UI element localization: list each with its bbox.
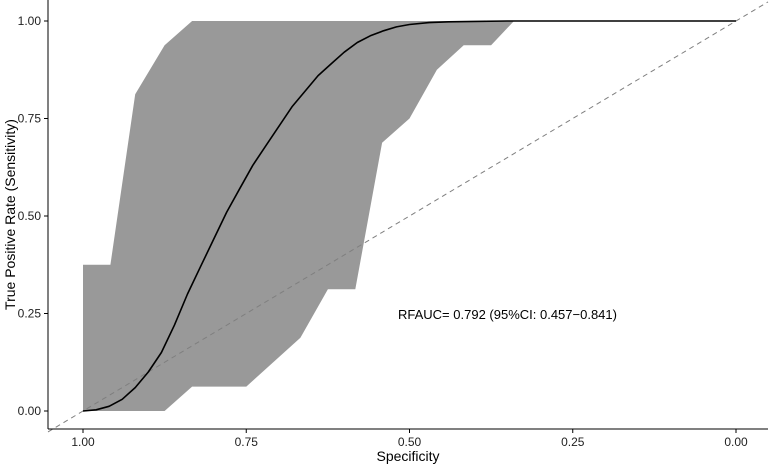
- reference-line: [47, 1, 769, 433]
- plot-area: [47, 1, 769, 433]
- y-tick-label: 0.25: [18, 307, 42, 321]
- axes: 1.00 0.75 0.50 0.25 0.00 0.00 0.25 0.50 0.75 1.00: [18, 0, 768, 449]
- y-tick-label: 1.00: [18, 14, 42, 28]
- ci-band: [83, 21, 514, 411]
- x-axis-title: Specificity: [376, 448, 439, 464]
- y-tick-label: 0.75: [18, 112, 42, 126]
- x-tick-label: 0.50: [398, 435, 422, 449]
- x-tick-label: 0.25: [561, 435, 585, 449]
- y-axis-title: True Positive Rate (Sensitivity): [2, 119, 18, 310]
- y-tick-label: 0.50: [18, 209, 42, 223]
- y-tick-label: 0.00: [18, 404, 42, 418]
- roc-curve: [82, 20, 736, 412]
- x-tick-label: 0.75: [235, 435, 259, 449]
- x-tick-label: 1.00: [71, 435, 95, 449]
- auc-annotation: RFAUC= 0.792 (95%CI: 0.457−0.841): [398, 307, 617, 322]
- x-tick-label: 0.00: [724, 435, 748, 449]
